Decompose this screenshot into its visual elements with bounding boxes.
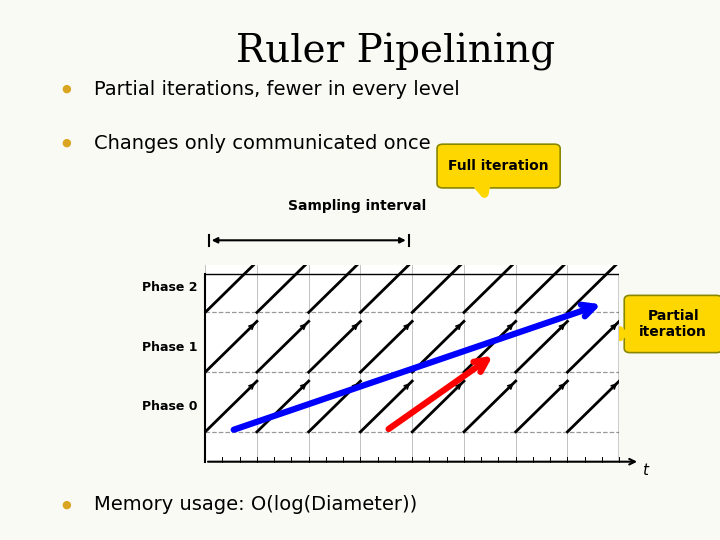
Text: Partial
iteration: Partial iteration xyxy=(639,309,707,339)
Text: Partial iterations, fewer in every level: Partial iterations, fewer in every level xyxy=(94,79,459,99)
Text: t: t xyxy=(642,463,649,478)
Text: ●: ● xyxy=(61,138,71,148)
Text: ●: ● xyxy=(61,500,71,510)
Text: Changes only communicated once: Changes only communicated once xyxy=(94,133,431,153)
FancyBboxPatch shape xyxy=(624,295,720,353)
FancyBboxPatch shape xyxy=(437,144,560,188)
Text: Full iteration: Full iteration xyxy=(449,159,549,173)
Text: Sampling interval: Sampling interval xyxy=(288,199,426,213)
Text: Phase 0: Phase 0 xyxy=(142,400,197,413)
Text: Memory usage: O(log(Diameter)): Memory usage: O(log(Diameter)) xyxy=(94,495,417,515)
Text: Phase 2: Phase 2 xyxy=(142,281,197,294)
Text: Ruler Pipelining: Ruler Pipelining xyxy=(236,33,556,71)
Text: Phase 1: Phase 1 xyxy=(142,341,197,354)
Text: ●: ● xyxy=(61,84,71,94)
